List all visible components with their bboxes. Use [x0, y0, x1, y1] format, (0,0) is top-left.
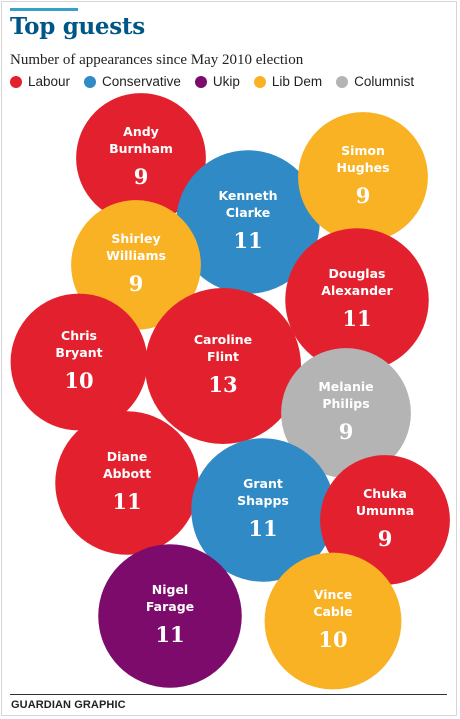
- bubble-name-line: Nigel: [152, 582, 188, 597]
- bubble-name-line: Grant: [243, 476, 283, 491]
- bubble-name-line: Caroline: [194, 332, 252, 347]
- legend-swatch-conservative: [84, 75, 97, 88]
- legend-swatch-ukip: [194, 75, 207, 88]
- bubble-name-line: Bryant: [55, 345, 102, 360]
- bubble-name-line: Umunna: [356, 503, 414, 518]
- bubble-name-line: Simon: [341, 143, 385, 158]
- legend-item-lib-dem: Lib Dem: [253, 74, 323, 89]
- bubble-kenneth-clarke: Kenneth Clarke 11: [176, 150, 320, 294]
- bubble-name-line: Farage: [146, 599, 194, 614]
- bubble-melanie-philips: Melanie Philips 9: [281, 348, 411, 478]
- bubble-grant-shapps: Grant Shapps 11: [191, 438, 335, 582]
- bubble-value-label: 11: [248, 516, 277, 541]
- legend-label-ukip: Ukip: [212, 74, 240, 89]
- bubble-name-line: Douglas: [329, 266, 386, 281]
- chart-subtitle: Number of appearances since May 2010 ele…: [10, 52, 304, 68]
- bubble-value-label: 9: [134, 164, 149, 189]
- bubble-value-label: 9: [378, 526, 393, 551]
- bubble-circle: [76, 93, 206, 223]
- bubble-name-line: Shirley: [111, 231, 160, 246]
- bubble-vince-cable: Vince Cable 10: [264, 552, 402, 690]
- bubble-circle: [98, 544, 242, 688]
- legend-item-ukip: Ukip: [194, 74, 240, 89]
- legend-swatch-labour: [10, 75, 22, 88]
- legend-label-lib-dem: Lib Dem: [271, 74, 323, 89]
- bubble-name-line: Clarke: [226, 205, 271, 220]
- bubble-name-line: Kenneth: [218, 188, 277, 203]
- title-accent-bar: [10, 8, 78, 11]
- bubble-name-line: Williams: [106, 248, 166, 263]
- legend-swatch-columnist: [336, 75, 349, 88]
- bubble-andy-burnham: Andy Burnham 9: [76, 93, 206, 223]
- bubble-circle: [176, 150, 320, 294]
- bubble-name-line: Chris: [61, 328, 97, 343]
- bubble-caroline-flint: Caroline Flint 13: [145, 288, 301, 444]
- bubble-name-line: Flint: [207, 349, 239, 364]
- bubble-name-line: Burnham: [109, 141, 173, 156]
- bubble-shirley-williams: Shirley Williams 9: [71, 200, 201, 330]
- bubble-value-label: 11: [233, 228, 262, 253]
- bubble-value-label: 11: [112, 489, 141, 514]
- bubble-simon-hughes: Simon Hughes 9: [298, 112, 428, 242]
- bubble-value-label: 10: [64, 368, 93, 393]
- legend-item-columnist: Columnist: [336, 74, 414, 89]
- legend-label-columnist: Columnist: [354, 74, 415, 89]
- bubble-value-label: 11: [155, 622, 184, 647]
- bubble-name-line: Hughes: [336, 160, 389, 175]
- bubble-circle: [320, 455, 450, 585]
- bubble-value-label: 9: [129, 271, 144, 296]
- bubble-diane-abbott: Diane Abbott 11: [55, 411, 199, 555]
- bubble-name-line: Philips: [322, 396, 369, 411]
- bubble-name-line: Cable: [313, 604, 352, 619]
- bubble-circle: [298, 112, 428, 242]
- bubble-name-line: Melanie: [318, 379, 373, 394]
- bubble-name-line: Diane: [107, 449, 147, 464]
- bubble-circle: [145, 288, 301, 444]
- bubble-circle: [281, 348, 411, 478]
- bubble-value-label: 11: [342, 306, 371, 331]
- footer-rule: [10, 694, 447, 695]
- legend-label-conservative: Conservative: [102, 74, 181, 89]
- legend-item-labour: Labour: [10, 74, 70, 89]
- bubble-name-line: Abbott: [103, 466, 151, 481]
- bubble-douglas-alexander: Douglas Alexander 11: [285, 228, 429, 372]
- bubble-circle: [55, 411, 199, 555]
- bubble-circle: [10, 293, 148, 431]
- bubble-value-label: 10: [318, 627, 347, 652]
- bubble-chris-bryant: Chris Bryant 10: [10, 293, 148, 431]
- legend-swatch-lib-dem: [253, 75, 266, 88]
- bubble-name-line: Vince: [314, 587, 353, 602]
- bubble-circle: [264, 552, 402, 690]
- footer-credit: GUARDIAN GRAPHIC: [11, 699, 126, 711]
- bubble-value-label: 13: [208, 372, 237, 397]
- bubble-chuka-umunna: Chuka Umunna 9: [320, 455, 450, 585]
- chart-title: Top guests: [10, 13, 145, 40]
- bubble-circle: [285, 228, 429, 372]
- bubble-name-line: Alexander: [321, 283, 393, 298]
- bubble-nigel-farage: Nigel Farage 11: [98, 544, 242, 688]
- bubble-value-label: 9: [356, 183, 371, 208]
- legend-label-labour: Labour: [28, 74, 71, 89]
- bubble-name-line: Andy: [123, 124, 159, 139]
- bubble-value-label: 9: [339, 419, 354, 444]
- bubble-name-line: Shapps: [237, 493, 289, 508]
- legend-item-conservative: Conservative: [84, 74, 181, 89]
- bubble-name-line: Chuka: [363, 486, 407, 501]
- bubble-circle: [71, 200, 201, 330]
- bubble-circle: [191, 438, 335, 582]
- legend: Labour Conservative Ukip Lib Dem Columni…: [10, 74, 428, 89]
